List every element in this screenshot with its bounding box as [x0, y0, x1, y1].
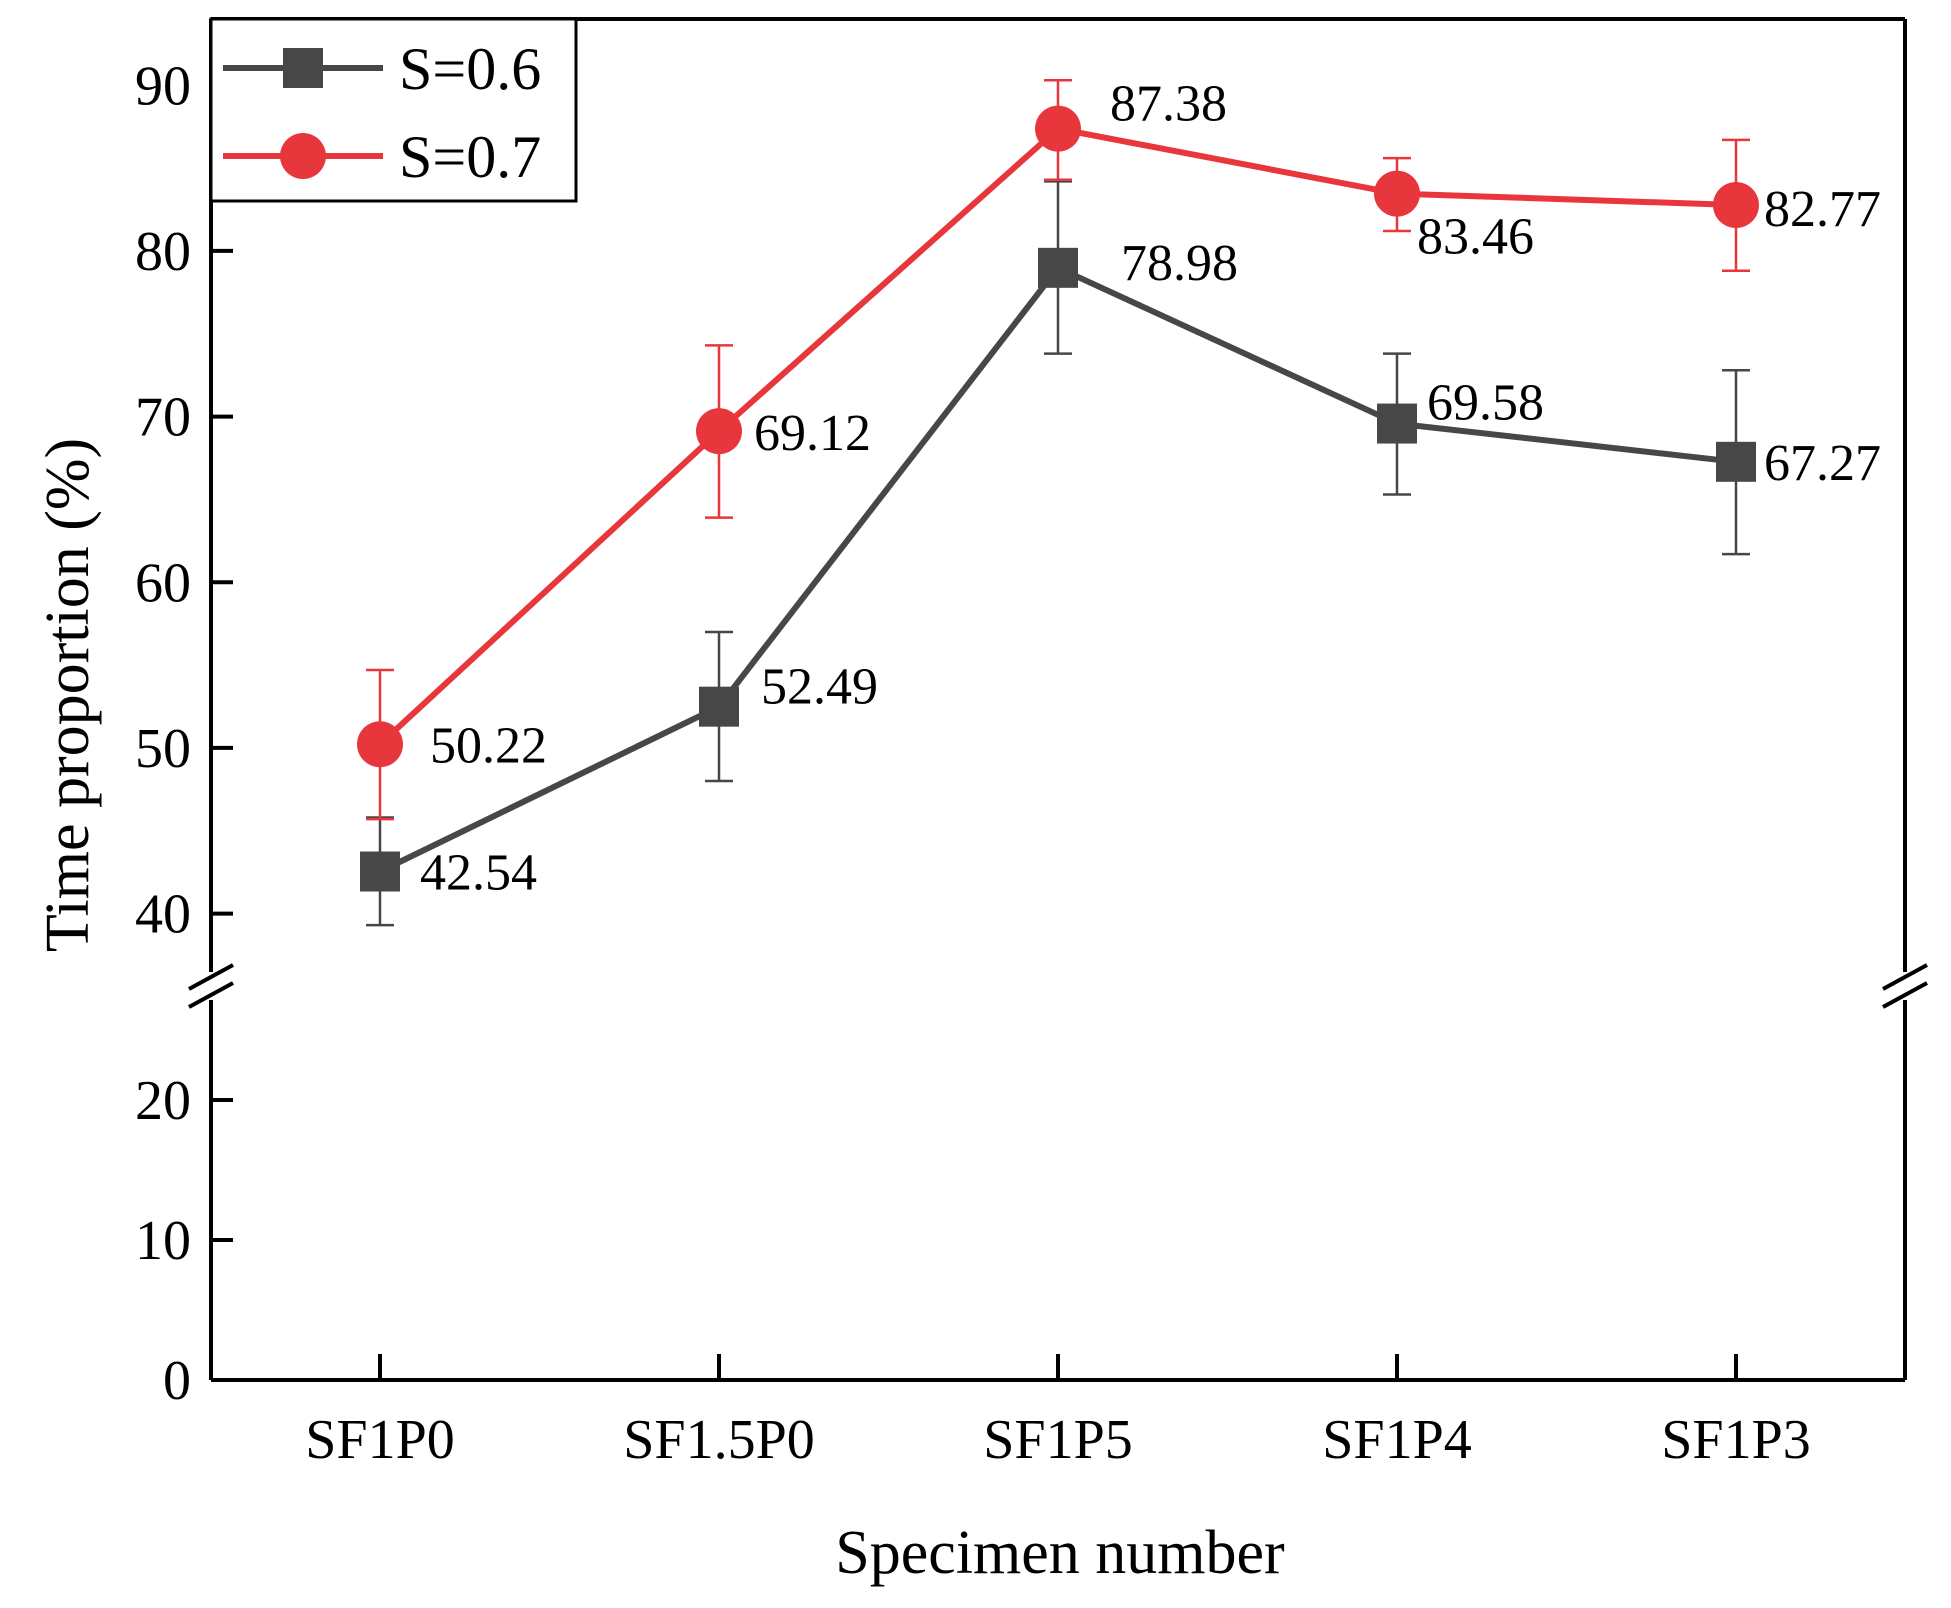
x-tick-label-SF1P0: SF1P0	[305, 1409, 454, 1471]
y-axis-title: Time proportion (%)	[34, 438, 102, 952]
axis-break-mark-right-2	[1882, 981, 1928, 1009]
x-tick-label-SF1P4: SF1P4	[1322, 1409, 1471, 1471]
data-label-S=0.6-SF1P3: 67.27	[1764, 435, 1881, 492]
marker-circle-S=0.7-SF1P5	[1035, 105, 1081, 152]
legend-marker-S=0.6	[283, 48, 323, 88]
x-tick-label-SF1P3: SF1P3	[1661, 1409, 1810, 1471]
marker-square-S=0.6-SF1.5P0	[699, 686, 739, 727]
data-label-S=0.7-SF1.5P0: 69.12	[754, 405, 871, 462]
marker-square-S=0.6-SF1P5	[1038, 247, 1078, 288]
marker-square-S=0.6-SF1P3	[1716, 441, 1756, 482]
y-tick-label-60: 60	[135, 552, 191, 614]
data-label-S=0.6-SF1P0: 42.54	[420, 845, 537, 902]
data-label-S=0.7-SF1P4: 83.46	[1417, 209, 1534, 266]
x-axis-title: Specimen number	[835, 1519, 1285, 1587]
data-label-S=0.7-SF1P5: 87.38	[1110, 76, 1227, 133]
data-label-S=0.7-SF1P3: 82.77	[1764, 181, 1881, 238]
legend-label-S=0.6: S=0.6	[399, 36, 541, 102]
y-tick-label-70: 70	[135, 387, 191, 449]
y-tick-label-80: 80	[135, 221, 191, 283]
series-line-S=0.6	[378, 264, 1737, 875]
data-label-S=0.6-SF1P5: 78.98	[1121, 235, 1238, 292]
y-tick-label-10: 10	[135, 1210, 191, 1272]
marker-square-S=0.6-SF1P0	[360, 851, 400, 892]
y-tick-label-90: 90	[135, 55, 191, 117]
axis-break-mark-right-1	[1882, 963, 1928, 991]
y-tick-label-0: 0	[163, 1350, 191, 1412]
data-label-S=0.7-SF1P0: 50.22	[430, 717, 547, 774]
y-tick-label-40: 40	[135, 884, 191, 946]
legend-marker-S=0.7	[280, 133, 326, 179]
axis-break-mark-left-1	[188, 963, 234, 991]
legend-box	[209, 17, 578, 203]
x-tick-label-SF1.5P0: SF1.5P0	[623, 1409, 814, 1471]
y-tick-label-20: 20	[135, 1070, 191, 1132]
x-tick-label-SF1P5: SF1P5	[983, 1409, 1132, 1471]
marker-square-S=0.6-SF1P4	[1377, 403, 1417, 444]
data-label-S=0.6-SF1.5P0: 52.49	[761, 659, 878, 716]
marker-circle-S=0.7-SF1.5P0	[696, 408, 742, 455]
marker-circle-S=0.7-SF1P0	[357, 721, 403, 768]
axis-break-mark-left-2	[188, 981, 234, 1009]
marker-circle-S=0.7-SF1P3	[1713, 182, 1759, 229]
data-label-S=0.6-SF1P4: 69.58	[1427, 375, 1544, 432]
marker-circle-S=0.7-SF1P4	[1374, 170, 1420, 217]
y-tick-label-50: 50	[135, 718, 191, 780]
legend-label-S=0.7: S=0.7	[399, 124, 541, 190]
